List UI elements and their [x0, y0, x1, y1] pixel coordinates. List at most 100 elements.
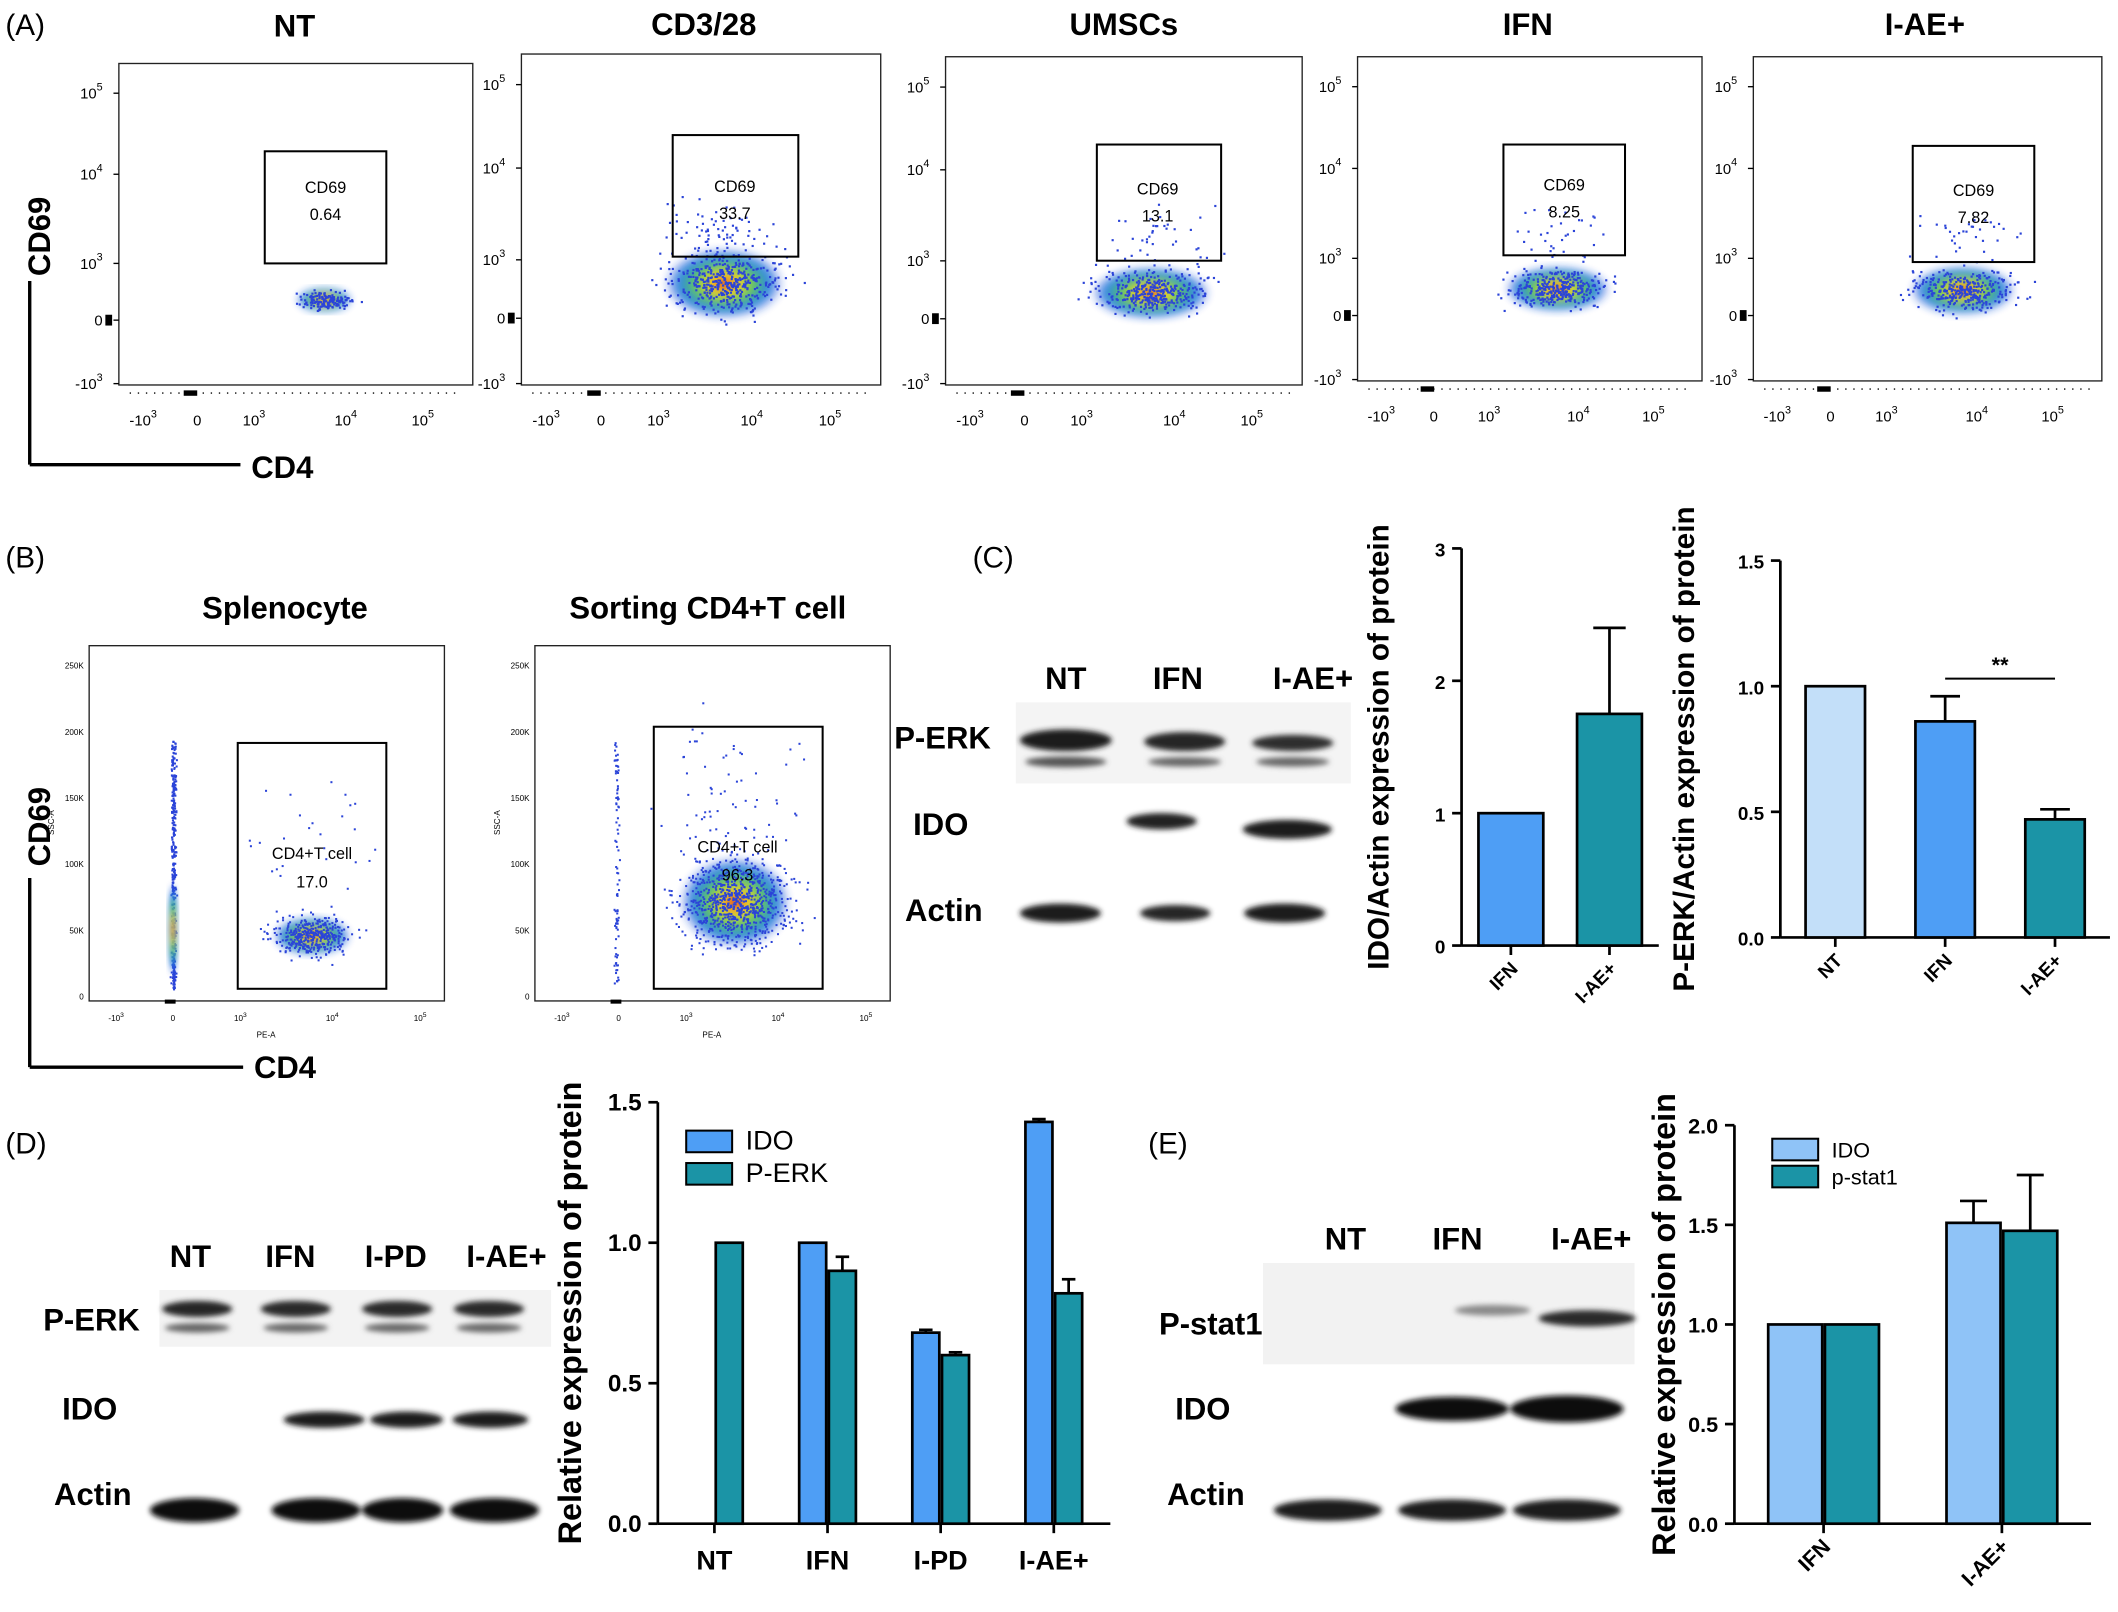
event-dot — [305, 949, 308, 952]
y-tick-label: 150K — [511, 794, 531, 803]
event-dot — [1156, 286, 1159, 289]
event-dot — [739, 305, 742, 308]
event-dot — [1124, 298, 1127, 301]
event-dot — [1173, 308, 1176, 312]
event-dot — [173, 775, 176, 778]
event-dot — [1118, 219, 1121, 222]
event-dot — [791, 273, 795, 276]
event-dot — [722, 273, 725, 276]
event-dot — [1552, 286, 1556, 289]
event-dot — [286, 927, 289, 930]
event-dot — [1163, 224, 1166, 228]
event-dot — [1550, 225, 1553, 228]
tick-exponent: 3 — [97, 372, 103, 384]
event-dot — [285, 931, 288, 934]
event-dot — [1592, 243, 1596, 247]
event-dot — [293, 947, 296, 950]
event-dot — [172, 740, 175, 743]
event-dot — [1971, 306, 1974, 309]
event-dot — [616, 883, 619, 886]
event-dot — [172, 778, 175, 781]
event-dot — [1560, 293, 1563, 297]
event-dot — [614, 947, 617, 950]
event-dot — [765, 892, 768, 895]
event-dot — [722, 874, 725, 877]
event-dot — [318, 300, 321, 303]
event-dot — [746, 925, 749, 928]
event-dot — [1985, 293, 1988, 296]
event-dot — [1135, 286, 1138, 289]
event-dot — [702, 307, 705, 310]
event-dot — [750, 895, 753, 898]
event-dot — [675, 923, 678, 926]
event-dot — [745, 282, 748, 285]
event-dot — [729, 926, 732, 929]
event-dot — [706, 265, 709, 268]
event-dot — [719, 907, 722, 910]
event-dot — [759, 889, 762, 892]
y-tick-label: 103 — [483, 248, 506, 269]
event-dot — [1534, 259, 1537, 262]
event-dot — [772, 907, 775, 910]
event-dot — [617, 771, 620, 775]
event-dot — [304, 919, 307, 922]
event-dot — [1948, 230, 1952, 233]
event-dot — [174, 979, 177, 982]
event-dot — [1946, 292, 1949, 295]
band — [1538, 1310, 1636, 1327]
event-dot — [1949, 280, 1952, 283]
event-dot — [694, 247, 697, 250]
event-dot — [299, 933, 302, 936]
event-dot — [323, 292, 326, 295]
event-dot — [1546, 231, 1549, 235]
event-dot — [681, 315, 684, 318]
event-dot — [787, 915, 790, 918]
event-dot — [326, 943, 329, 946]
event-dot — [1135, 291, 1138, 294]
event-dot — [1111, 239, 1114, 242]
blot-c-row-label: IDO — [913, 807, 968, 842]
event-dot — [689, 275, 692, 278]
event-dot — [331, 934, 334, 937]
event-dot — [752, 906, 755, 909]
event-dot — [343, 307, 346, 310]
event-dot — [343, 289, 346, 292]
event-dot — [1151, 298, 1154, 301]
event-dot — [1952, 285, 1955, 288]
flow-b-title: Splenocyte — [202, 591, 368, 626]
event-dot — [1572, 229, 1576, 233]
event-dot — [282, 837, 286, 840]
y-tick-label: 104 — [1715, 157, 1738, 178]
band — [456, 1323, 522, 1333]
event-dot — [717, 310, 720, 313]
event-dot — [691, 876, 694, 879]
event-dot — [273, 928, 276, 931]
event-dot — [175, 811, 178, 814]
event-dot — [300, 921, 303, 924]
event-dot — [746, 906, 749, 909]
event-dot — [667, 282, 670, 285]
event-dot — [723, 263, 726, 266]
event-dot — [750, 301, 754, 304]
event-dot — [173, 975, 176, 978]
event-dot — [1567, 299, 1570, 302]
event-dot — [688, 296, 691, 299]
event-dot — [1938, 289, 1941, 292]
event-dot — [1579, 308, 1582, 311]
event-dot — [759, 930, 762, 933]
band — [1273, 1499, 1382, 1522]
event-dot — [686, 220, 689, 224]
event-dot — [735, 895, 738, 898]
event-dot — [788, 921, 791, 924]
event-dot — [172, 801, 175, 804]
event-dot — [1549, 285, 1552, 288]
y-tick-label: 104 — [907, 158, 930, 179]
event-dot — [754, 925, 757, 928]
event-dot — [614, 749, 617, 752]
event-dot — [616, 954, 619, 957]
event-dot — [729, 236, 732, 239]
event-dot — [739, 876, 742, 879]
event-dot — [786, 898, 789, 901]
event-dot — [727, 295, 730, 299]
